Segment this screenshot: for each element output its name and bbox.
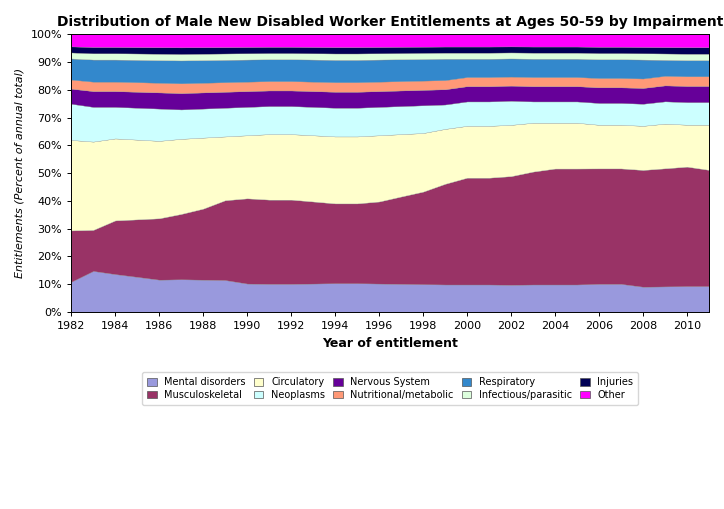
X-axis label: Year of entitlement: Year of entitlement [322, 336, 458, 350]
Legend: Mental disorders, Musculoskeletal, Circulatory, Neoplasms, Nervous System, Nutri: Mental disorders, Musculoskeletal, Circu… [142, 372, 639, 405]
Title: Distribution of Male New Disabled Worker Entitlements at Ages 50-59 by Impairmen: Distribution of Male New Disabled Worker… [57, 15, 723, 29]
Y-axis label: Entitlements (Percent of annual total): Entitlements (Percent of annual total) [15, 68, 25, 278]
